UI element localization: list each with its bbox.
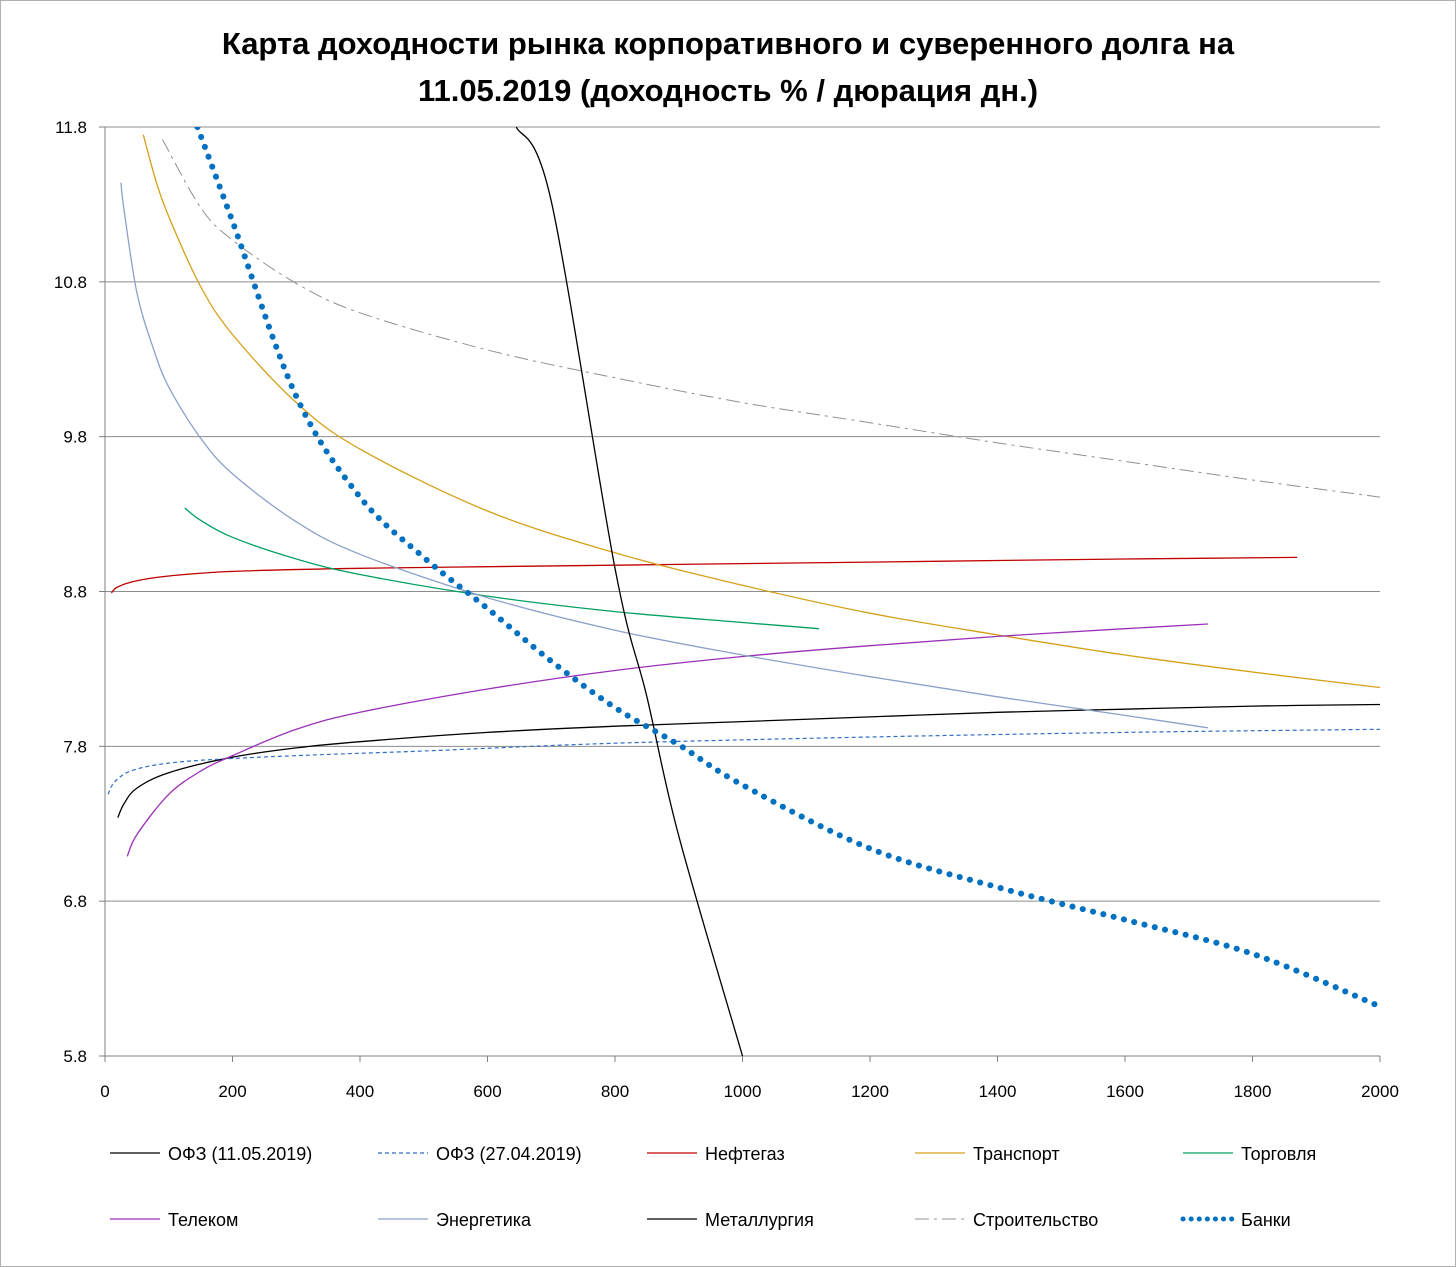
series-lines	[107, 127, 1380, 1056]
legend-label-6: Энергетика	[436, 1210, 532, 1230]
series-line-9	[194, 127, 1380, 1010]
legend-label-9: Банки	[1241, 1210, 1291, 1230]
legend-label-1: ОФЗ (27.04.2019)	[436, 1144, 582, 1164]
series-line-4	[184, 507, 820, 630]
series-line-1	[107, 728, 1380, 795]
x-tick-label-8: 1600	[1106, 1082, 1144, 1101]
x-tick-label-9: 1800	[1234, 1082, 1272, 1101]
y-tick-label-1: 6.8	[63, 892, 87, 911]
chart-title-line-2: 11.05.2019 (доходность % / дюрация дн.)	[417, 73, 1039, 108]
y-tick-label-3: 8.8	[63, 583, 87, 602]
y-tick-label-5: 10.8	[54, 273, 87, 292]
legend-label-8: Строительство	[973, 1210, 1098, 1230]
legend-label-0: ОФЗ (11.05.2019)	[168, 1144, 312, 1164]
series-line-0	[117, 703, 1380, 818]
series-line-3	[142, 134, 1380, 689]
x-tick-label-1: 200	[218, 1082, 246, 1101]
y-tick-label-6: 11.8	[55, 118, 87, 137]
axes: 5.8 6.8 7.8 8.8 9.8 10.8 11.8 0 200 400 600 800 1000…	[54, 118, 1399, 1101]
x-tick-label-4: 800	[601, 1082, 629, 1101]
x-tick-label-6: 1200	[851, 1082, 889, 1101]
legend-label-3: Транспорт	[973, 1144, 1060, 1164]
y-tick-label-0: 5.8	[63, 1047, 87, 1066]
x-tick-label-0: 0	[100, 1082, 109, 1101]
legend-label-2: Нефтегаз	[705, 1144, 785, 1164]
x-tick-label-10: 2000	[1361, 1082, 1399, 1101]
legend-label-5: Телеком	[168, 1210, 238, 1230]
legend-label-7: Металлургия	[705, 1210, 814, 1230]
gridlines	[105, 126, 1380, 1057]
series-line-8	[161, 139, 1380, 498]
series-line-2	[110, 556, 1298, 594]
series-line-6	[120, 182, 1208, 729]
x-tick-label-3: 600	[473, 1082, 501, 1101]
y-tick-label-4: 9.8	[63, 428, 87, 447]
legend-label-4: Торговля	[1241, 1144, 1316, 1164]
chart-title-line-1: Карта доходности рынка корпоративного и …	[221, 26, 1235, 61]
series-line-5	[126, 623, 1208, 857]
y-tick-label-2: 7.8	[63, 737, 87, 756]
x-tick-label-7: 1400	[979, 1082, 1017, 1101]
series-line-7	[515, 127, 744, 1056]
x-tick-label-5: 1000	[724, 1082, 762, 1101]
legend: ОФЗ (11.05.2019) ОФЗ (27.04.2019) Нефтегаз…	[110, 1144, 1316, 1230]
x-tick-label-2: 400	[346, 1082, 374, 1101]
chart-title: Карта доходности рынка корпоративного и …	[0, 20, 1456, 114]
